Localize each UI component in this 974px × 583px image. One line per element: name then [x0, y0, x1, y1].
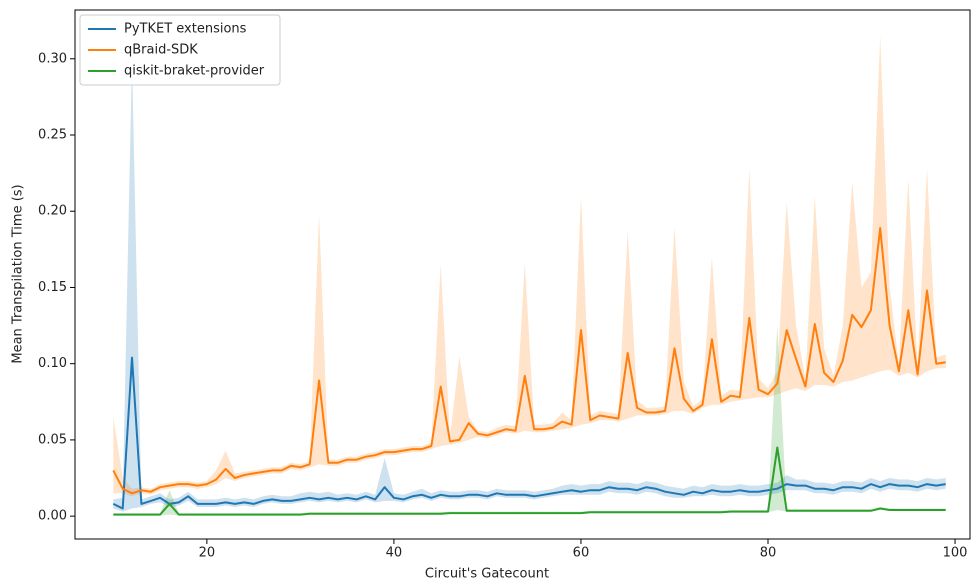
y-tick-label: 0.25 — [38, 128, 67, 143]
x-tick-label: 20 — [199, 546, 216, 561]
y-tick-label: 0.10 — [38, 356, 67, 371]
y-tick-label: 0.15 — [38, 280, 67, 295]
y-tick-label: 0.30 — [38, 51, 67, 66]
x-tick-label: 100 — [943, 546, 968, 561]
legend-label: qBraid-SDK — [124, 43, 198, 58]
plot-area — [112, 35, 946, 516]
y-axis-label: Mean Transpilation Time (s) — [11, 184, 26, 363]
confidence-band — [113, 325, 946, 516]
confidence-band — [113, 35, 946, 497]
legend-box — [79, 14, 281, 86]
x-tick-label: 60 — [573, 546, 590, 561]
y-tick-label: 0.05 — [38, 432, 67, 447]
series-line — [112, 227, 946, 495]
x-tick-label: 80 — [760, 546, 777, 561]
x-tick-label: 40 — [386, 546, 403, 561]
x-axis-label: Circuit's Gatecount — [425, 567, 549, 582]
confidence-band — [113, 58, 946, 512]
y-tick-label: 0.00 — [38, 509, 67, 524]
series-line — [113, 446, 946, 516]
plot-frame — [74, 9, 971, 540]
legend-label: qiskit-braket-provider — [124, 64, 265, 79]
y-tick-label: 0.20 — [38, 204, 67, 219]
series-line — [112, 356, 946, 510]
legend-label: PyTKET extensions — [124, 22, 247, 37]
